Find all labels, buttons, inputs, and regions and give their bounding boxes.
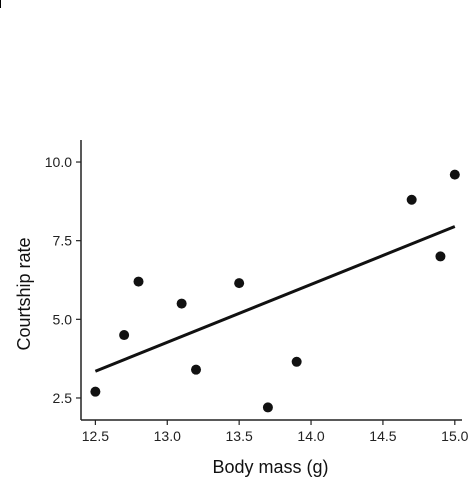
corner-mark xyxy=(0,0,1,8)
x-tick-label: 14.5 xyxy=(369,428,396,444)
data-point xyxy=(291,356,302,367)
y-tick-label: 7.5 xyxy=(53,233,73,249)
x-tick-label: 13.5 xyxy=(226,428,253,444)
data-point xyxy=(133,276,144,287)
y-tick-label: 5.0 xyxy=(53,311,73,327)
x-tick-label: 12.5 xyxy=(82,428,109,444)
data-point xyxy=(234,278,245,289)
data-point xyxy=(176,298,187,309)
data-point xyxy=(449,169,460,180)
data-point xyxy=(406,194,417,205)
data-point xyxy=(90,386,101,397)
data-points xyxy=(90,169,460,413)
y-axis-ticks: 2.5 5.0 7.5 10.0 xyxy=(45,154,81,406)
y-tick-label: 2.5 xyxy=(53,390,73,406)
x-tick-label: 15.0 xyxy=(441,428,468,444)
y-tick-label: 10.0 xyxy=(45,154,72,170)
data-point xyxy=(119,330,130,341)
x-tick-label: 14.0 xyxy=(297,428,324,444)
y-axis-title: Courtship rate xyxy=(14,237,34,350)
x-axis-title: Body mass (g) xyxy=(212,457,328,477)
regression-line xyxy=(94,225,456,373)
data-point xyxy=(262,402,273,413)
data-point xyxy=(435,251,446,262)
x-axis-ticks: 12.5 13.0 13.5 14.0 14.5 15.0 xyxy=(82,420,469,444)
data-point xyxy=(191,364,202,375)
x-tick-label: 13.0 xyxy=(154,428,181,444)
